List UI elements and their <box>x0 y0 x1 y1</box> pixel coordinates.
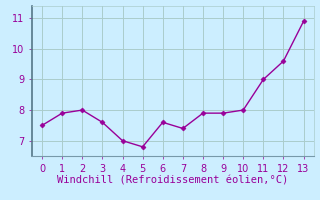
X-axis label: Windchill (Refroidissement éolien,°C): Windchill (Refroidissement éolien,°C) <box>57 175 288 185</box>
